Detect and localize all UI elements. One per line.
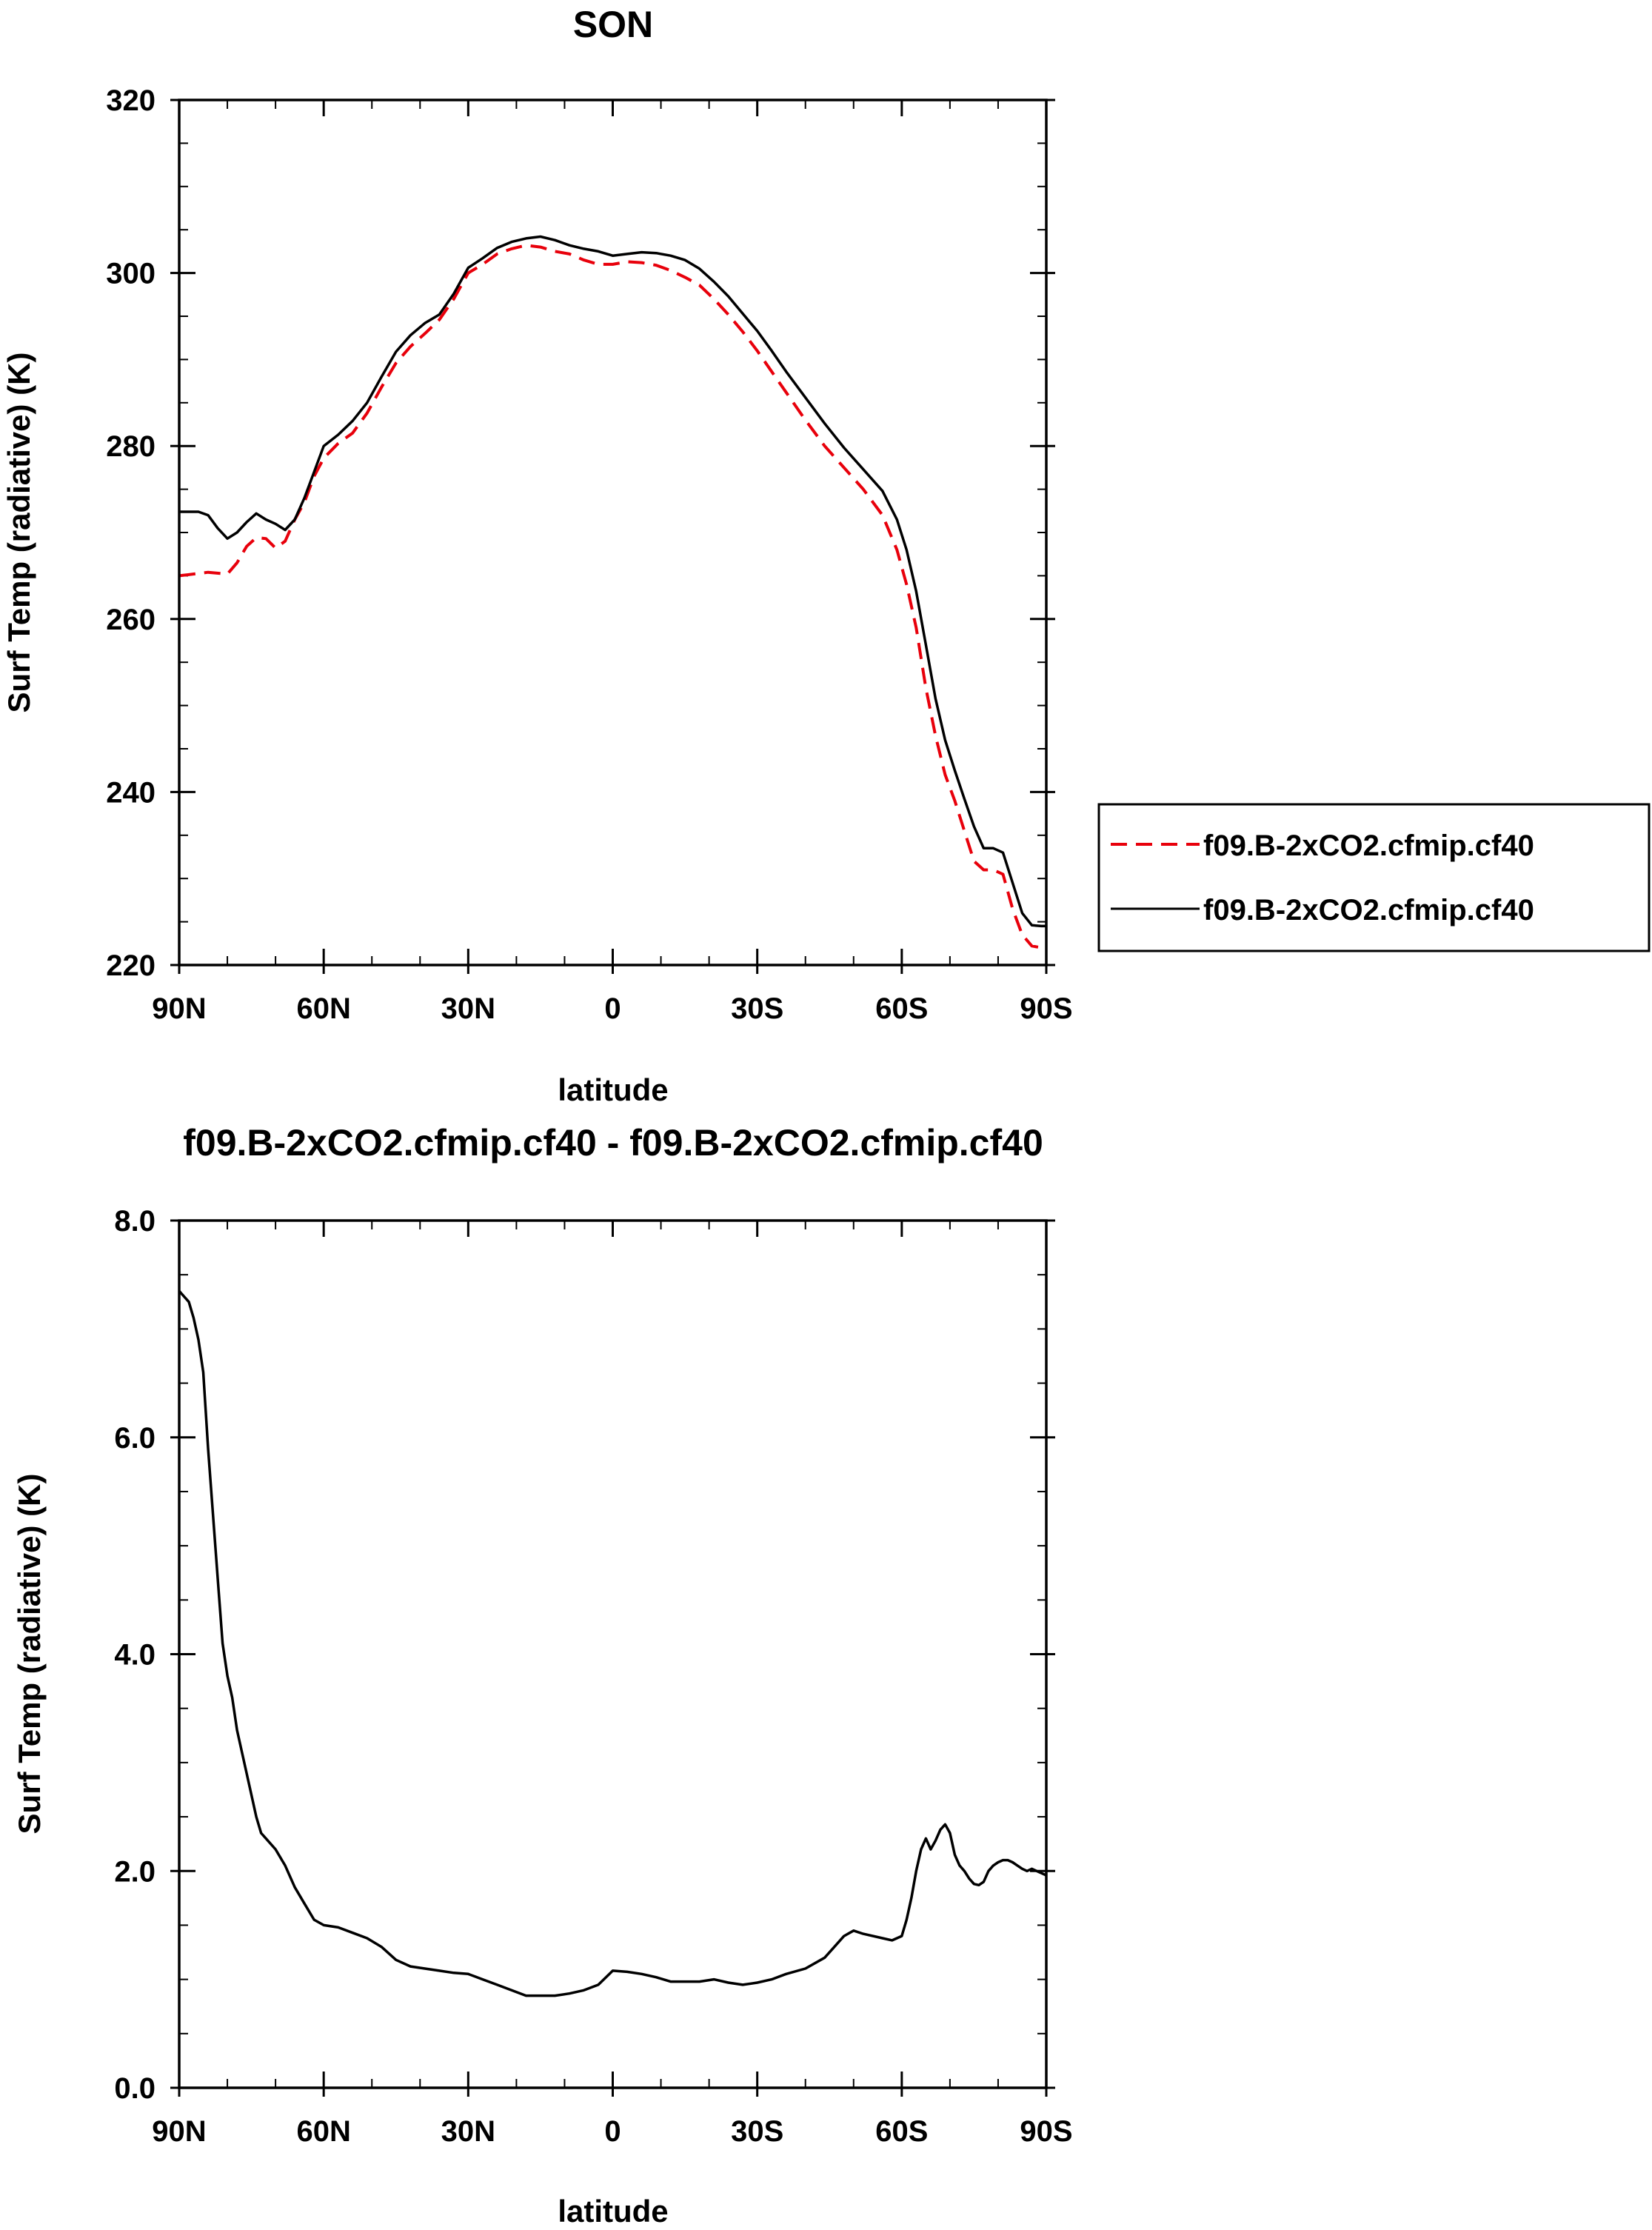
y-tick-label: 300	[106, 258, 155, 290]
y-tick-label: 4.0	[114, 1639, 155, 1672]
top-series-lines	[178, 235, 1046, 949]
y-tick-label: 0.0	[114, 2072, 155, 2105]
legend: f09.B-2xCO2.cfmip.cf40 f09.B-2xCO2.cfmip…	[1097, 803, 1651, 952]
bottom-chart-title: f09.B-2xCO2.cfmip.cf40 - f09.B-2xCO2.cfm…	[183, 1122, 1043, 1164]
series-line-solid	[178, 1289, 1047, 1997]
bottom-x-axis-label: latitude	[558, 2194, 668, 2229]
top-x-axis-label: latitude	[558, 1072, 668, 1107]
y-tick-label: 8.0	[114, 1205, 155, 1238]
x-tick-label: 60S	[875, 992, 928, 1025]
legend-label-dashed: f09.B-2xCO2.cfmip.cf40	[1203, 829, 1534, 862]
x-tick-label: 30N	[441, 2115, 495, 2148]
x-tick-label: 90S	[1020, 2115, 1072, 2148]
legend-box	[1097, 803, 1651, 952]
x-tick-label: 30N	[441, 992, 495, 1025]
y-tick-label: 2.0	[114, 1855, 155, 1888]
x-tick-label: 90N	[152, 2115, 206, 2148]
series-line-solid	[179, 235, 1046, 928]
y-tick-label: 260	[106, 604, 155, 636]
bottom-panel: f09.B-2xCO2.cfmip.cf40 - f09.B-2xCO2.cfm…	[12, 1122, 1073, 2229]
y-tick-label: 320	[106, 84, 155, 117]
y-tick-label: 220	[106, 949, 155, 982]
bottom-axis-ticks	[170, 1219, 1055, 2097]
x-tick-label: 60N	[296, 992, 350, 1025]
bottom-series-lines	[178, 1289, 1047, 1997]
x-tick-label: 90S	[1020, 992, 1072, 1025]
legend-label-solid: f09.B-2xCO2.cfmip.cf40	[1203, 894, 1534, 927]
x-tick-label: 30S	[731, 2115, 783, 2148]
bottom-tick-labels: 90N 60N 30N 0 30S 60S 90S 0.0 2.0 4.0 6.0 8.0	[114, 1205, 1072, 2148]
x-tick-label: 0	[604, 992, 621, 1025]
series-line-dashed	[178, 244, 1046, 949]
bottom-plot-frame	[178, 1219, 1048, 2089]
bottom-y-axis-label: Surf Temp (radiative) (K)	[12, 1474, 47, 1835]
top-y-axis-label: Surf Temp (radiative) (K)	[1, 353, 36, 713]
x-tick-label: 30S	[731, 992, 783, 1025]
x-tick-label: 90N	[152, 992, 206, 1025]
y-tick-label: 6.0	[114, 1422, 155, 1455]
top-panel: SON 90N 60N 30N 0 30S 60S 90S 220 240 260 280 300 32…	[1, 4, 1651, 1107]
y-tick-label: 280	[106, 430, 155, 463]
y-tick-label: 240	[106, 776, 155, 809]
top-axis-ticks	[170, 99, 1055, 974]
top-chart-title: SON	[573, 4, 653, 45]
x-tick-label: 0	[604, 2115, 621, 2148]
top-tick-labels: 90N 60N 30N 0 30S 60S 90S 220 240 260 280 300 320	[106, 84, 1072, 1025]
x-tick-label: 60N	[296, 2115, 350, 2148]
top-plot-frame	[178, 99, 1048, 967]
x-tick-label: 60S	[875, 2115, 928, 2148]
